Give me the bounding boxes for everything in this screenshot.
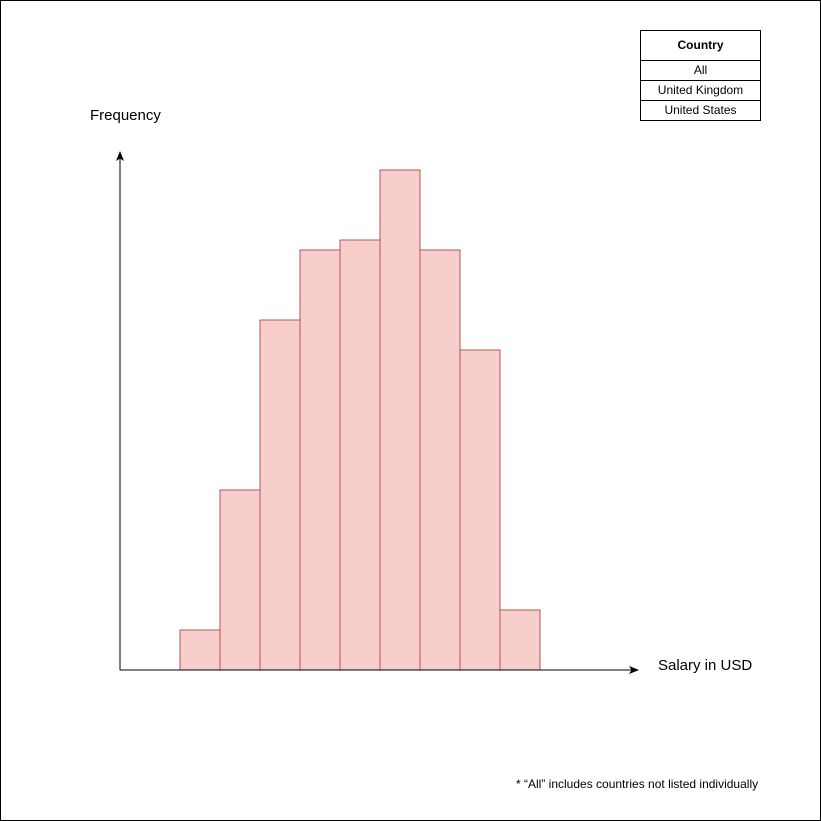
legend-title: Country bbox=[641, 31, 760, 61]
country-filter-legend: Country All United Kingdom United States bbox=[640, 30, 761, 121]
legend-option-united-kingdom[interactable]: United Kingdom bbox=[641, 81, 760, 101]
histogram-bar-7 bbox=[419, 249, 461, 671]
histogram-bar-9 bbox=[499, 609, 541, 671]
histogram-bar-4 bbox=[299, 249, 341, 671]
footnote: * “All” includes countries not listed in… bbox=[516, 777, 759, 791]
x-axis-label: Salary in USD bbox=[658, 657, 753, 674]
histogram-bar-2 bbox=[219, 489, 261, 671]
histogram-bar-5 bbox=[339, 239, 381, 671]
histogram-bar-3 bbox=[259, 319, 301, 671]
legend-option-united-states[interactable]: United States bbox=[664, 103, 737, 117]
legend-option-all[interactable]: All bbox=[641, 61, 760, 81]
bars-group bbox=[179, 169, 541, 671]
histogram-bar-8 bbox=[459, 349, 501, 671]
histogram-bar-1 bbox=[179, 629, 221, 671]
y-axis-label: Frequency bbox=[90, 107, 161, 124]
histogram-bar-6 bbox=[379, 169, 421, 671]
